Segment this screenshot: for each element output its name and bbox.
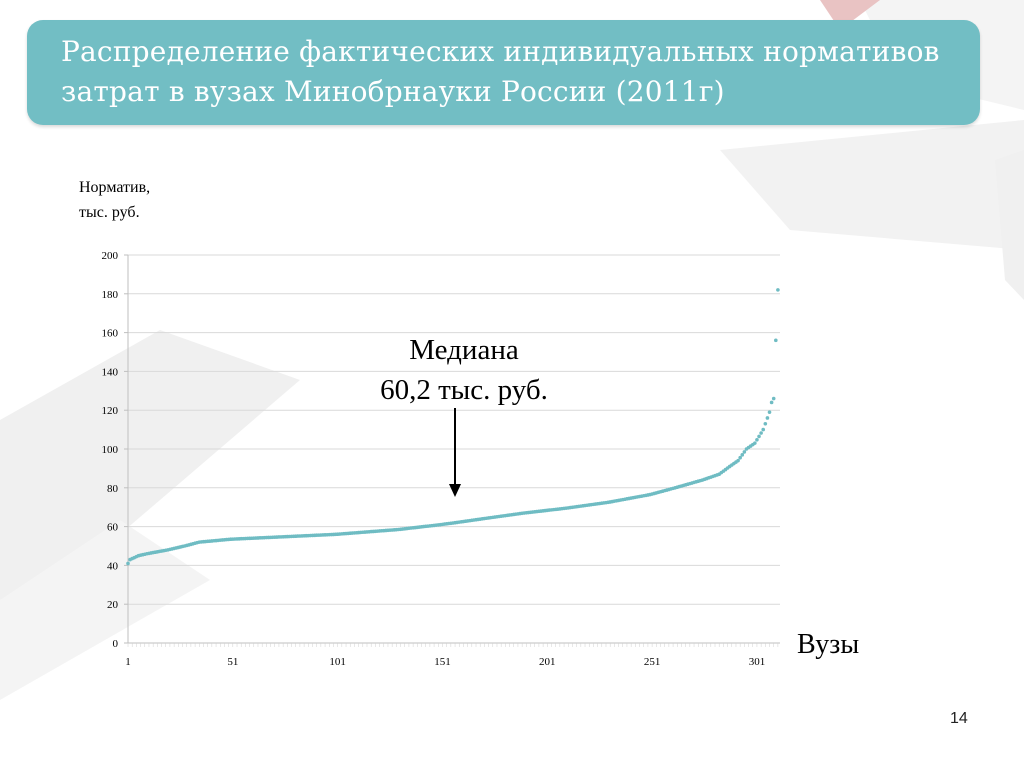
title-banner: Распределение фактических индивидуальных… <box>27 20 980 125</box>
tick-label-y-180: 180 <box>102 289 119 301</box>
tick-label-x-201: 201 <box>539 656 556 668</box>
data-point <box>753 441 757 445</box>
x-axis-ticks: 1 51 101 151 201 251 301 <box>125 643 779 668</box>
data-point <box>761 427 766 432</box>
tick-label-y-20: 20 <box>107 599 119 611</box>
tick-label-y-120: 120 <box>102 405 119 417</box>
y-axis-label: Норматив, тыс. руб. <box>79 175 150 225</box>
tick-label-x-251: 251 <box>644 656 661 668</box>
tick-label-x-101: 101 <box>329 656 346 668</box>
tick-label-y-140: 140 <box>102 366 119 378</box>
page-number: 14 <box>950 710 968 727</box>
data-point <box>763 421 768 426</box>
data-point <box>738 455 742 460</box>
data-point-outlier <box>774 338 778 343</box>
median-annotation: Медиана 60,2 тыс. руб. <box>344 330 584 410</box>
data-point <box>759 431 763 435</box>
data-point <box>742 450 747 454</box>
y-axis-label-line-2: тыс. руб. <box>79 204 140 221</box>
data-point-outlier <box>776 288 780 292</box>
tick-label-y-160: 160 <box>102 328 119 340</box>
data-point <box>126 561 130 566</box>
tick-label-y-40: 40 <box>107 560 119 572</box>
data-points <box>126 288 780 566</box>
tick-label-y-60: 60 <box>107 522 119 534</box>
data-point <box>757 434 761 439</box>
data-point <box>765 416 770 420</box>
tick-label-y-0: 0 <box>113 638 119 650</box>
data-point <box>771 396 776 401</box>
tick-label-x-51: 51 <box>227 656 238 668</box>
tick-label-x-151: 151 <box>434 656 451 668</box>
data-point <box>755 437 759 442</box>
tick-label-y-100: 100 <box>102 444 119 456</box>
median-label: Медиана <box>409 334 519 366</box>
data-point <box>740 453 745 457</box>
tick-label-y-200: 200 <box>102 250 119 262</box>
tick-label-x-301: 301 <box>749 656 766 668</box>
tick-label-x-1: 1 <box>125 656 131 668</box>
x-axis-label: Вузы <box>797 629 860 660</box>
slide-title: Распределение фактических индивидуальных… <box>61 35 940 108</box>
median-arrow-head <box>449 484 461 497</box>
tick-label-y-80: 80 <box>107 483 119 495</box>
data-point <box>769 400 774 405</box>
y-axis-label-line-1: Норматив, <box>79 179 151 196</box>
data-point <box>736 458 740 463</box>
median-value: 60,2 тыс. руб. <box>380 374 548 406</box>
y-axis-ticks: 0 20 40 60 80 100 120 140 160 180 200 <box>102 250 128 650</box>
data-point <box>767 410 772 414</box>
